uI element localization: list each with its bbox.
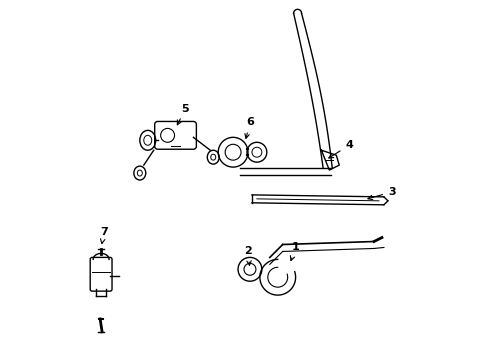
Text: 6: 6 [244,117,253,138]
Text: 7: 7 [100,226,108,243]
Text: 3: 3 [367,187,395,200]
Text: 1: 1 [290,243,299,261]
Text: 2: 2 [244,247,251,265]
Text: 5: 5 [177,104,189,125]
Text: 4: 4 [328,140,352,158]
